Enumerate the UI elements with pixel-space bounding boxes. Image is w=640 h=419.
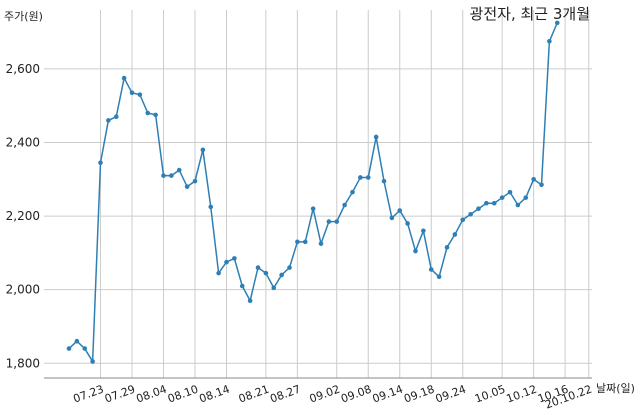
data-point xyxy=(192,178,198,184)
data-point xyxy=(547,38,552,44)
data-point xyxy=(98,160,103,166)
x-tick-label: 08.04 xyxy=(134,383,168,406)
x-tick-label: 08.10 xyxy=(166,383,200,406)
series-line xyxy=(68,22,558,364)
data-point xyxy=(499,195,505,200)
x-tick-label: 10.12 xyxy=(505,383,539,406)
data-point xyxy=(255,265,261,270)
data-point xyxy=(279,272,284,278)
data-point xyxy=(358,175,363,180)
x-tick-label: 08.21 xyxy=(237,383,271,406)
data-point xyxy=(460,217,466,223)
data-point xyxy=(491,200,497,206)
data-point xyxy=(176,167,182,173)
data-point xyxy=(523,195,529,200)
data-points xyxy=(66,20,560,364)
data-point xyxy=(200,147,206,153)
x-tick-label: 07.29 xyxy=(103,383,137,406)
data-point xyxy=(129,90,135,96)
data-point xyxy=(515,202,521,208)
data-point xyxy=(531,176,536,182)
data-point xyxy=(365,175,371,180)
y-gridlines xyxy=(44,68,592,364)
data-point xyxy=(342,202,347,208)
data-point xyxy=(444,245,450,250)
data-point xyxy=(216,270,221,276)
x-tick-label: 07.23 xyxy=(71,383,105,406)
y-tick-label: 1,800 xyxy=(6,356,40,370)
y-tick-label: 2,200 xyxy=(6,209,40,223)
data-point xyxy=(350,189,355,195)
y-tick-label: 2,000 xyxy=(6,283,40,297)
x-tick-label: 08.14 xyxy=(197,383,231,406)
data-point xyxy=(507,189,513,195)
x-tick-label: 09.24 xyxy=(434,383,468,406)
y-tick-label: 2,600 xyxy=(6,62,40,76)
data-point xyxy=(247,298,253,304)
x-tick-label: 09.08 xyxy=(339,383,373,406)
data-point xyxy=(224,259,229,265)
data-point xyxy=(74,338,80,344)
data-point xyxy=(428,267,434,272)
data-point xyxy=(373,134,379,140)
data-point xyxy=(239,283,245,289)
data-point xyxy=(436,274,442,280)
data-point xyxy=(310,206,316,212)
data-point xyxy=(232,256,237,261)
y-tick-labels: 1,800 2,000 2,200 2,400 2,600 xyxy=(6,62,40,370)
data-point xyxy=(287,265,292,270)
data-point xyxy=(405,221,410,226)
x-tick-label: 09.18 xyxy=(402,383,436,406)
x-tick-label: 08.27 xyxy=(268,383,302,406)
data-point xyxy=(271,285,277,291)
data-point xyxy=(106,118,111,123)
data-point xyxy=(145,110,151,116)
data-point xyxy=(389,215,395,221)
data-point xyxy=(90,359,95,364)
data-point xyxy=(302,239,308,245)
x-tick-label: 10.05 xyxy=(473,383,507,406)
data-point xyxy=(484,200,489,206)
y-axis-label: 주가(원) xyxy=(4,10,43,23)
data-point xyxy=(452,232,458,237)
data-point xyxy=(326,219,332,224)
data-point xyxy=(208,204,214,210)
data-point xyxy=(161,173,166,178)
data-point xyxy=(381,178,387,184)
data-point xyxy=(318,241,324,246)
x-gridlines xyxy=(100,10,590,378)
data-point xyxy=(334,219,340,224)
chart-title: 광전자, 최근 3개월 xyxy=(470,5,590,23)
data-point xyxy=(421,228,426,234)
data-point xyxy=(169,173,174,178)
data-point xyxy=(66,346,72,351)
data-point xyxy=(397,208,403,213)
data-point xyxy=(263,270,269,276)
x-tick-label: 09.14 xyxy=(371,383,405,406)
data-point xyxy=(295,239,300,245)
data-point xyxy=(476,206,481,212)
x-tick-label: 20.10.22 xyxy=(543,383,593,412)
data-point xyxy=(468,211,473,217)
data-point xyxy=(539,182,544,188)
data-point xyxy=(184,184,190,189)
data-point xyxy=(121,75,127,81)
data-point xyxy=(82,346,88,351)
data-point xyxy=(137,92,143,97)
x-tick-label: 09.02 xyxy=(308,383,342,406)
x-axis-label: 날짜(일) xyxy=(596,381,635,395)
data-point xyxy=(554,20,560,26)
data-point xyxy=(413,248,418,254)
y-tick-label: 2,400 xyxy=(6,135,40,149)
data-point xyxy=(153,112,158,118)
data-point xyxy=(113,114,119,120)
